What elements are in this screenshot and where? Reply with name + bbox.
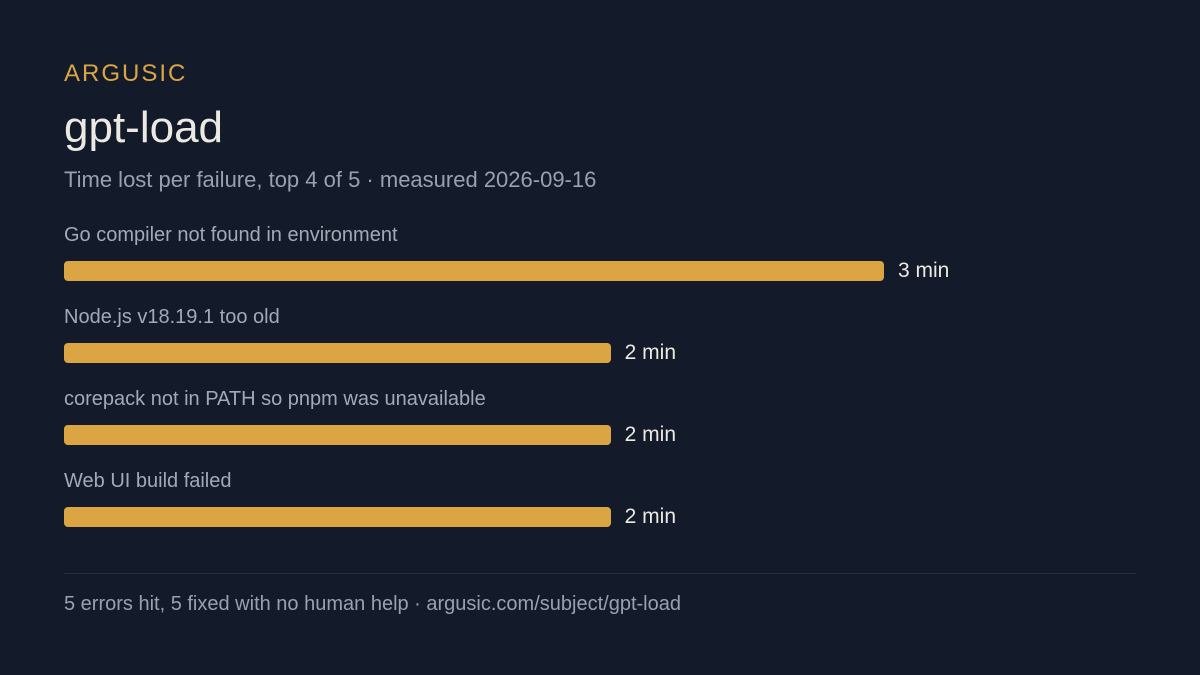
footer-text: 5 errors hit, 5 fixed with no human help… (64, 593, 681, 615)
divider (64, 573, 1136, 574)
bar-row: corepack not in PATH so pnpm was unavail… (64, 386, 1136, 468)
bar-label: Go compiler not found in environment (64, 224, 398, 246)
bar-row: Go compiler not found in environment 3 mi… (64, 222, 1136, 304)
bar-row: Web UI build failed 2 min (64, 468, 1136, 550)
bar-row: Node.js v18.19.1 too old 2 min (64, 304, 1136, 386)
bar-value-label: 2 min (624, 423, 677, 446)
bar-label: corepack not in PATH so pnpm was unavail… (64, 388, 486, 410)
bar (64, 507, 611, 527)
bar (64, 343, 611, 363)
bar (64, 261, 884, 281)
bar-label: Node.js v18.19.1 too old (64, 306, 280, 328)
bar (64, 425, 611, 445)
bar-chart: Go compiler not found in environment 3 mi… (64, 222, 1136, 550)
bar-value-label: 2 min (624, 341, 677, 364)
bar-value-label: 2 min (624, 505, 677, 528)
chart-subtitle: Time lost per failure, top 4 of 5 · meas… (64, 167, 597, 192)
bar-label: Web UI build failed (64, 470, 232, 492)
bar-value-label: 3 min (898, 259, 950, 282)
page-title: gpt-load (64, 103, 224, 152)
brand-label: ARGUSIC (64, 60, 188, 87)
